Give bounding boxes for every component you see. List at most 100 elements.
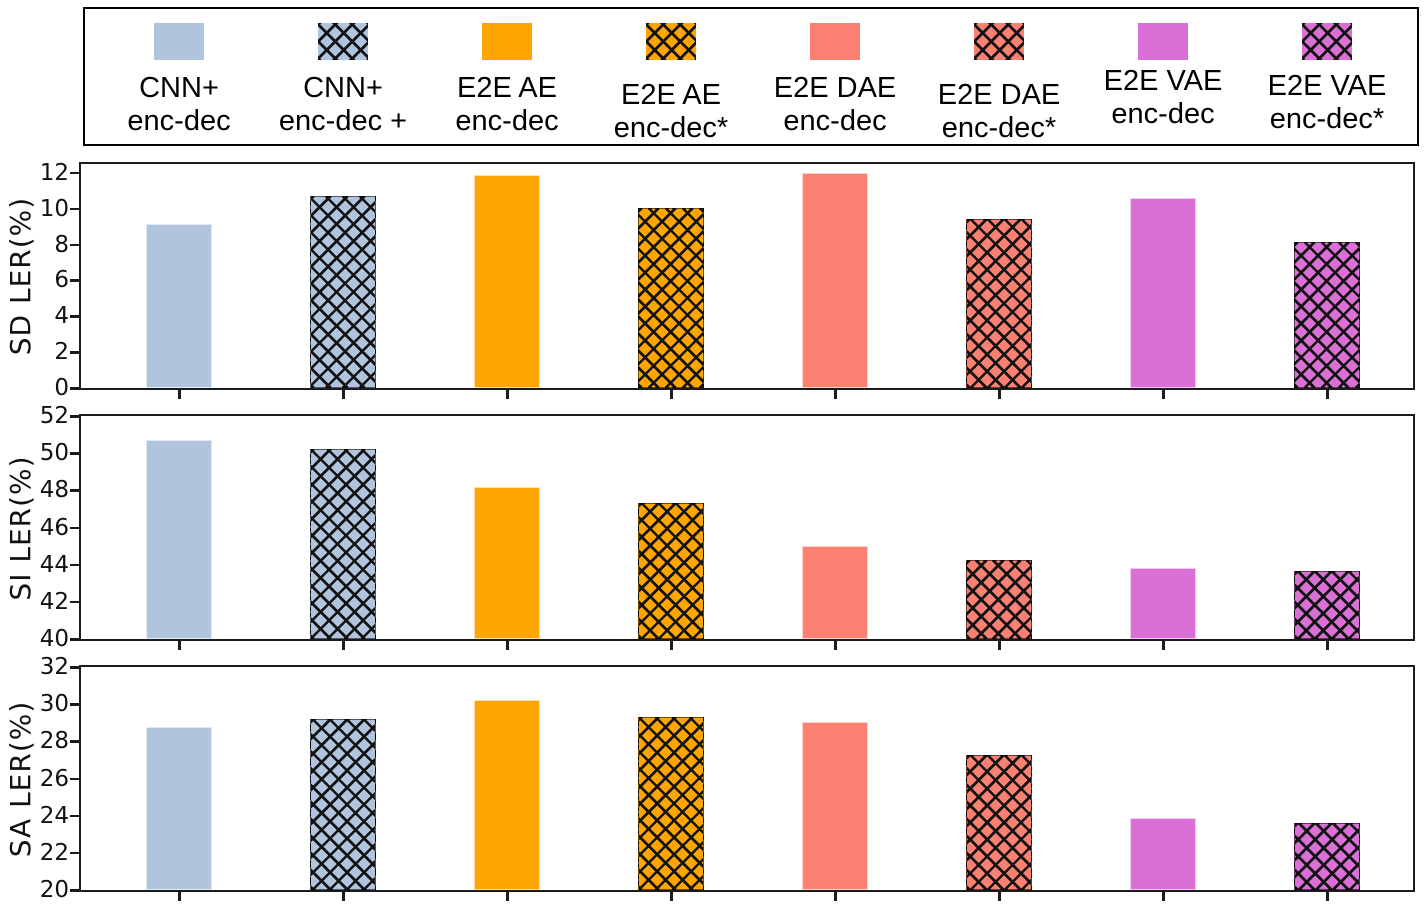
legend: CNN+ enc-dec CNN+ enc-dec + E2E AE enc-dec E2E…	[83, 7, 1419, 146]
legend-label-line2: enc-dec*	[941, 112, 1057, 144]
bar-sa-e2e-vae-enc-dec	[1130, 818, 1196, 890]
legend-label-line2: enc-dec*	[1269, 103, 1385, 135]
bar-si-cnn-enc-dec	[146, 440, 212, 639]
y-tick-mark	[70, 526, 79, 529]
legend-entry-e2e-dae-enc-dec: E2E DAE enc-dec	[753, 9, 917, 143]
y-tick-label: 0	[54, 375, 69, 401]
x-tick-mark	[834, 390, 837, 399]
legend-label-line1: E2E AE	[457, 72, 557, 104]
y-tick-mark	[70, 703, 79, 706]
bar-sd-e2e-vae-enc-dec	[1130, 198, 1196, 388]
legend-swatch-hatched	[974, 23, 1024, 60]
x-tick-mark	[178, 641, 181, 650]
x-tick-mark	[1162, 390, 1165, 399]
y-tick-mark	[70, 777, 79, 780]
y-tick-label: 40	[39, 626, 69, 652]
x-tick-mark	[342, 390, 345, 399]
y-tick-mark	[70, 889, 79, 892]
y-tick-mark	[70, 563, 79, 567]
x-tick-mark	[342, 892, 345, 901]
y-tick-mark	[70, 415, 79, 418]
y-tick-mark	[70, 452, 79, 455]
bar-sa-e2e-dae-enc-dec-star	[966, 755, 1032, 890]
bar-sd-e2e-dae-enc-dec	[802, 172, 868, 388]
y-tick-label: 24	[39, 802, 69, 829]
y-tick-label: 6	[54, 267, 69, 294]
y-tick-mark	[70, 315, 79, 318]
legend-entry-e2e-dae-enc-dec-star: E2E DAE enc-dec*	[917, 9, 1081, 145]
legend-entry-e2e-ae-enc-dec: E2E AE enc-dec	[425, 9, 589, 143]
x-tick-mark	[670, 641, 673, 650]
y-tick-label: 52	[39, 403, 69, 429]
legend-entry-cnn-enc-dec-plus: CNN+ enc-dec +	[261, 9, 425, 143]
y-tick-label: 8	[54, 231, 69, 258]
y-tick-mark	[70, 489, 79, 492]
bar-si-e2e-ae-enc-dec-star	[638, 503, 704, 639]
legend-swatch-solid	[810, 23, 860, 60]
x-tick-mark	[670, 892, 673, 901]
bar-si-cnn-enc-dec-plus	[310, 449, 376, 639]
plot-area-si: 40 42 44 46 48 50 52	[40, 403, 1415, 652]
bar-sd-cnn-enc-dec-plus	[310, 196, 376, 388]
x-tick-mark	[998, 390, 1001, 399]
y-tick-label: 10	[39, 195, 69, 222]
legend-label-line1: E2E VAE	[1103, 65, 1223, 97]
plot-area-sd: 0 2 4 6 8 10 12	[40, 160, 1415, 401]
y-tick-mark	[70, 666, 79, 669]
legend-swatch-hatched	[318, 23, 368, 60]
bar-sa-e2e-ae-enc-dec-star	[638, 717, 704, 890]
y-tick-label: 28	[39, 728, 69, 755]
legend-label-line1: CNN+	[139, 72, 219, 104]
x-tick-mark	[834, 641, 837, 650]
x-tick-mark	[998, 641, 1001, 650]
legend-label: CNN+ enc-dec	[97, 72, 261, 138]
bar-sd-e2e-dae-enc-dec-star	[966, 218, 1032, 388]
bar-sd-cnn-enc-dec	[146, 224, 212, 388]
legend-label-line2: enc-dec*	[613, 112, 729, 144]
legend-label-line1: E2E DAE	[937, 79, 1061, 111]
y-tick-label: 26	[39, 765, 69, 792]
x-tick-mark	[670, 390, 673, 399]
x-tick-mark	[1326, 390, 1329, 399]
y-tick-label: 2	[54, 339, 69, 366]
plot-area-sa: 20 22 24 26 28 30 32	[40, 654, 1415, 903]
legend-label-line2: enc-dec	[1111, 98, 1215, 130]
y-tick-label: 30	[39, 691, 69, 718]
chart-panel-si: SI LER(%) 40 42 44 46 48 50 52	[0, 403, 1425, 652]
legend-label-line2: enc-dec	[455, 105, 559, 137]
bar-si-e2e-dae-enc-dec	[802, 546, 868, 639]
y-tick-mark	[70, 351, 79, 354]
x-tick-mark	[506, 390, 509, 399]
chart-panel-sd: SD LER(%) 0 2 4 6 8 10 12	[0, 160, 1425, 401]
bar-sa-e2e-ae-enc-dec	[474, 699, 540, 890]
legend-swatch-hatched	[1302, 23, 1352, 60]
y-tick-mark	[70, 814, 79, 818]
bar-sd-e2e-vae-enc-dec-star	[1294, 241, 1360, 388]
legend-label-line2: enc-dec +	[278, 105, 408, 137]
y-tick-label: 48	[39, 477, 69, 504]
y-tick-label: 42	[39, 588, 69, 615]
legend-label-line2: enc-dec	[127, 105, 231, 137]
legend-label: E2E AE enc-dec*	[589, 79, 753, 145]
bar-sd-e2e-ae-enc-dec-star	[638, 207, 704, 388]
y-tick-mark	[70, 171, 79, 175]
bar-si-e2e-dae-enc-dec-star	[966, 560, 1032, 639]
y-tick-label: 22	[39, 839, 69, 866]
y-tick-label: 12	[39, 159, 69, 186]
legend-swatch-solid	[154, 23, 204, 60]
legend-label: E2E DAE enc-dec*	[917, 79, 1081, 145]
legend-label-line1: E2E DAE	[773, 72, 897, 104]
y-tick-mark	[70, 638, 79, 641]
x-tick-mark	[1162, 641, 1165, 650]
bar-si-e2e-vae-enc-dec	[1130, 568, 1196, 639]
x-tick-mark	[998, 892, 1001, 901]
x-tick-mark	[1326, 892, 1329, 901]
y-tick-mark	[70, 243, 79, 247]
y-tick-mark	[70, 600, 79, 604]
legend-label: E2E VAE enc-dec*	[1245, 70, 1409, 136]
y-tick-label: 20	[39, 877, 69, 903]
legend-label: E2E VAE enc-dec	[1081, 65, 1245, 131]
legend-label: CNN+ enc-dec +	[261, 72, 425, 138]
x-tick-mark	[506, 641, 509, 650]
legend-entry-e2e-vae-enc-dec: E2E VAE enc-dec	[1081, 9, 1245, 143]
